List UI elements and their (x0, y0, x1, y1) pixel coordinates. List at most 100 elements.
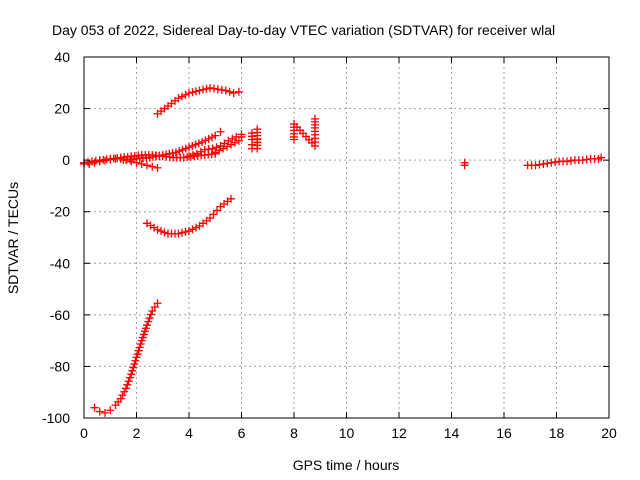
data-point (95, 407, 104, 416)
y-tick-label: -80 (50, 358, 70, 374)
data-point (227, 194, 235, 203)
data-point (185, 227, 193, 236)
data-point (188, 88, 197, 97)
data-point (188, 150, 197, 159)
y-tick-label: 0 (62, 152, 70, 168)
series-arc-h (211, 132, 246, 157)
data-point (211, 148, 220, 157)
data-point (120, 387, 129, 396)
data-point (101, 408, 109, 417)
data-point (311, 114, 319, 123)
x-tick-label: 20 (601, 425, 617, 441)
data-point (178, 92, 186, 101)
x-tick-label: 8 (290, 425, 298, 441)
data-point (211, 131, 220, 140)
data-point (174, 94, 183, 103)
data-point (192, 87, 200, 96)
data-point (192, 223, 200, 232)
x-tick-label: 14 (444, 425, 460, 441)
data-point (199, 85, 207, 94)
x-tick-label: 12 (391, 425, 407, 441)
data-point (133, 350, 142, 359)
data-point (460, 161, 469, 170)
x-tick-label: 4 (185, 425, 193, 441)
series-arc-i (248, 125, 262, 153)
data-point (118, 391, 127, 400)
y-tick-label: -60 (50, 307, 70, 323)
data-point (137, 160, 146, 169)
y-axis-label: SDTVAR / TECUs (5, 182, 21, 294)
data-point (123, 380, 132, 389)
data-point (225, 87, 234, 96)
x-tick-label: 18 (549, 425, 565, 441)
data-point (124, 377, 133, 386)
data-point (234, 87, 243, 96)
data-marks (80, 83, 606, 417)
data-point (213, 206, 221, 215)
data-point (195, 86, 204, 95)
data-point (227, 140, 235, 149)
data-point (178, 228, 186, 237)
data-point (215, 146, 224, 155)
data-point (143, 321, 151, 330)
data-point (116, 394, 125, 403)
data-point (209, 210, 218, 219)
data-point (216, 127, 225, 136)
data-point (128, 366, 137, 375)
data-point (181, 227, 190, 236)
data-point (181, 90, 190, 99)
series-arc-j (290, 114, 319, 150)
data-point (185, 89, 193, 98)
series-arc-f (90, 299, 162, 417)
data-point (145, 314, 154, 323)
x-tick-labels: 0 2 4 6 8 10 12 14 16 18 20 (80, 425, 617, 441)
series-arc-c (119, 127, 225, 165)
data-point (90, 403, 99, 412)
data-point (219, 144, 228, 153)
data-point (130, 360, 139, 369)
data-point (196, 147, 205, 156)
data-point (185, 152, 193, 161)
y-tick-label: 20 (54, 101, 70, 117)
data-point (135, 343, 144, 352)
data-point (157, 227, 165, 236)
series-arc-l (523, 153, 606, 170)
data-point (134, 346, 143, 355)
data-point (144, 317, 153, 326)
data-point (221, 86, 230, 95)
axis-ticks (83, 56, 610, 419)
gridlines (84, 57, 609, 418)
data-point (106, 406, 115, 415)
data-point (127, 370, 136, 379)
data-point (206, 214, 214, 223)
data-point (188, 225, 197, 234)
x-tick-label: 6 (238, 425, 246, 441)
data-point (136, 339, 145, 348)
data-point (146, 310, 155, 319)
data-point (192, 149, 201, 158)
data-point (125, 373, 134, 382)
data-point (160, 228, 169, 237)
data-point (132, 353, 141, 362)
data-point (202, 84, 211, 93)
x-tick-label: 16 (496, 425, 512, 441)
data-point (153, 225, 162, 234)
data-point (153, 299, 162, 308)
data-point (223, 142, 232, 151)
data-point (131, 356, 140, 365)
y-tick-label: -40 (50, 255, 70, 271)
series-arc-e (143, 194, 235, 238)
data-point (153, 163, 162, 172)
data-point (230, 138, 239, 147)
x-tick-label: 2 (133, 425, 141, 441)
data-point (143, 161, 151, 170)
data-point (597, 153, 606, 162)
y-tick-labels: -100 -80 -60 -40 -20 0 20 40 (42, 49, 70, 426)
x-axis-label: GPS time / hours (293, 457, 400, 473)
data-point (122, 384, 130, 393)
series-arc-d (153, 83, 243, 118)
data-point (229, 89, 238, 98)
y-tick-label: 40 (54, 49, 70, 65)
data-point (148, 162, 157, 171)
